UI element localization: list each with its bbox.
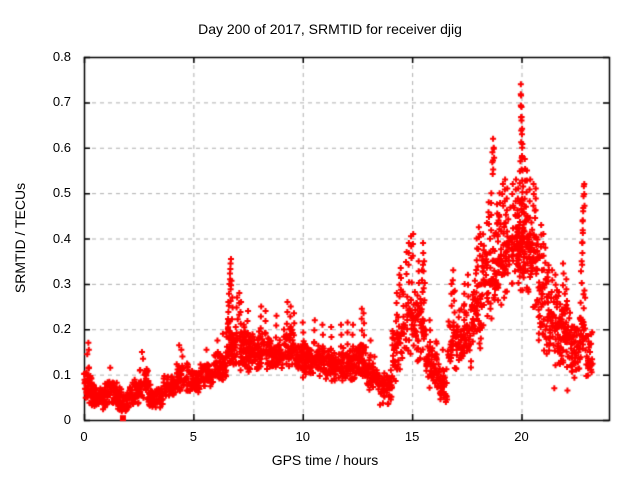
x-tick-label: 20 [514,429,529,444]
y-tick-label: 0.4 [52,230,71,246]
y-tick-label: 0.1 [52,366,71,382]
x-tick-label: 0 [80,429,88,444]
y-tick-label: 0.7 [52,94,71,110]
y-tick-label: 0.2 [52,321,71,337]
x-tick-label: 10 [295,429,310,444]
x-tick-label: 15 [404,429,420,444]
y-tick-label: 0.8 [52,49,71,64]
chart-title: Day 200 of 2017, SRMTID for receiver dji… [198,21,462,37]
y-tick-label: 0.3 [52,275,71,291]
y-tick-label: 0.6 [52,139,71,155]
y-tick-label: 0 [63,412,71,427]
x-tick-label: 5 [189,429,197,444]
x-axis-label: GPS time / hours [271,452,379,468]
y-tick-label: 0.5 [52,185,71,201]
